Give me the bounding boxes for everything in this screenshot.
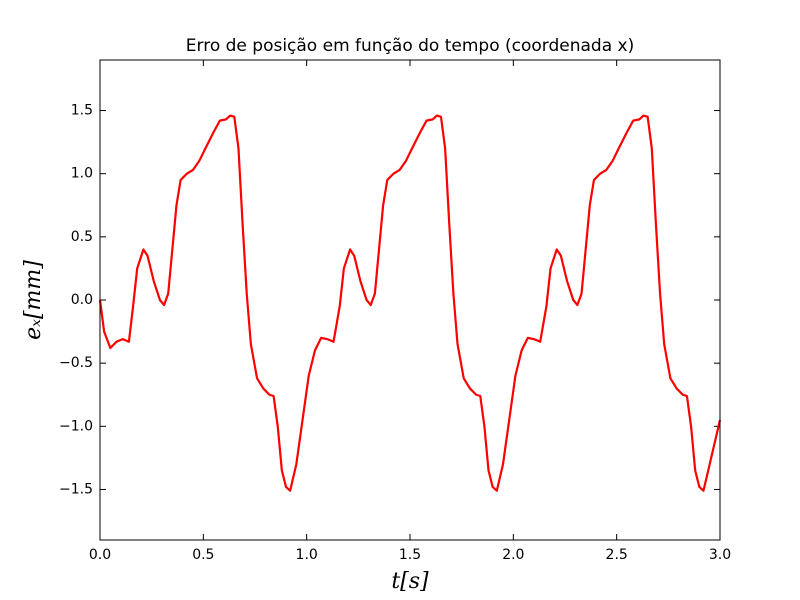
y-tick-label: 0.0 <box>71 292 93 308</box>
y-tick-label: 1.0 <box>71 166 93 182</box>
y-tick-label: −0.5 <box>59 355 93 371</box>
data-line <box>98 114 722 492</box>
y-tick-label: 0.5 <box>71 229 93 245</box>
plot-frame <box>99 59 721 541</box>
x-tick-label: 0.5 <box>192 547 214 563</box>
x-tick-label: 1.0 <box>296 547 318 563</box>
x-tick-label: 3.0 <box>709 547 731 563</box>
chart-title: Erro de posição em função do tempo (coor… <box>186 36 634 56</box>
y-tick-label: 1.5 <box>71 103 93 119</box>
x-tick-label: 2.0 <box>502 547 524 563</box>
x-axis-label: t[s] <box>391 569 429 594</box>
x-tick-label: 0.0 <box>89 547 111 563</box>
x-tick-label: 1.5 <box>399 547 421 563</box>
y-tick-label: −1.5 <box>59 481 93 497</box>
y-tick-label: −1.0 <box>59 418 93 434</box>
y-axis-label: eₓ[mm] <box>21 260 46 340</box>
x-tick-label: 2.5 <box>606 547 628 563</box>
